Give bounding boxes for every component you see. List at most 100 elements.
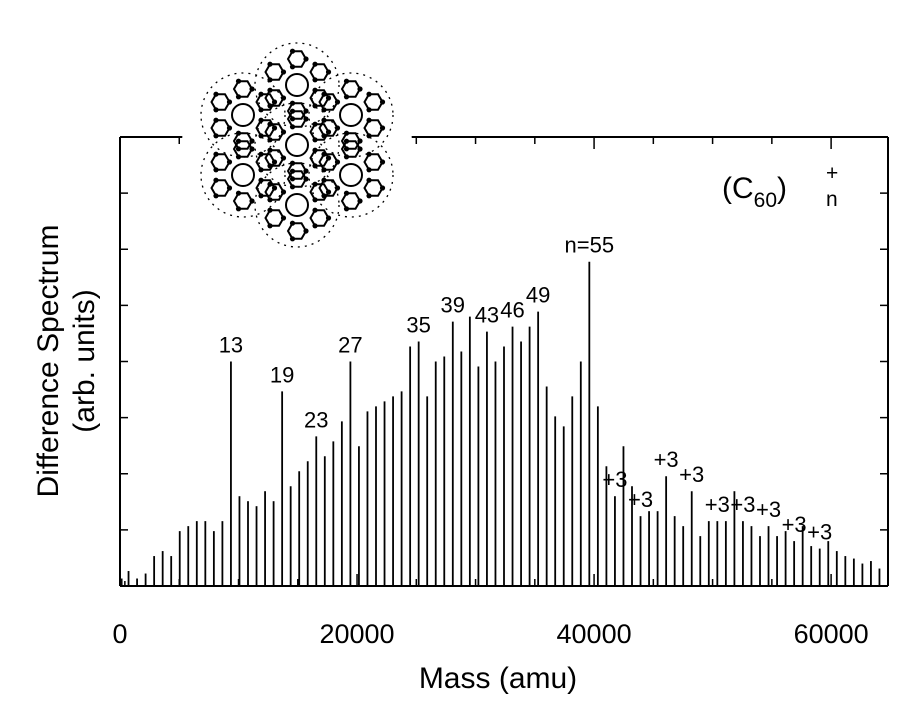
carbon-ring [232,80,254,98]
carbon-atom [213,167,219,173]
carbon-atom [289,48,296,54]
carbon-ring [264,149,285,167]
carbon-atom [267,197,273,203]
carbon-ring [318,153,339,171]
carbon-atom [289,220,296,226]
carbon-ring [255,93,276,111]
carbon-ring [285,193,309,217]
carbon-ring [339,163,363,187]
carbon-atom [334,125,341,131]
carbon-atom [258,177,264,183]
carbon-atom [213,177,219,183]
carbon-atom [280,215,287,221]
c60-shell [254,42,340,128]
carbon-atom [321,117,327,123]
carbon-atom [249,138,255,144]
peak-label: +3 [807,520,832,545]
carbon-atom [343,146,350,152]
carbon-atom [213,117,219,123]
peak-label: 13 [219,333,243,358]
carbon-atom [235,190,242,196]
carbon-ring [286,102,308,120]
carbon-atom [258,193,264,199]
x-tick-label: 40000 [557,619,632,649]
carbon-ring [232,192,254,210]
carbon-ring [340,132,362,150]
peak-label: +3 [730,492,755,517]
carbon-atom [235,78,242,84]
carbon-atom [258,167,264,173]
peak-label: +3 [782,512,807,537]
carbon-atom [235,206,242,212]
carbon-atom [303,228,309,234]
carbon-atom [267,223,273,229]
carbon-atom [258,151,264,157]
carbon-ring [309,209,330,227]
x-tick-label: 0 [112,619,127,649]
carbon-ring [232,132,254,150]
carbon-atom [280,69,287,75]
carbon-atom [325,69,332,75]
carbon-ring [255,179,276,197]
carbon-ring [264,123,285,141]
carbon-atom [379,125,386,131]
peak-label: +3 [654,447,679,472]
carbon-atom [312,207,318,213]
carbon-atom [312,121,318,127]
carbon-atom [267,77,273,83]
carbon-ring [309,63,330,81]
formula-charge: + [826,162,838,185]
carbon-atom [343,154,350,160]
c60-molecule [308,132,394,218]
carbon-atom [343,190,350,196]
peak-label: +3 [602,467,627,492]
carbon-atom [325,95,332,101]
carbon-atom [235,138,242,144]
carbon-ring [286,222,308,240]
peak-label: +3 [679,462,704,487]
carbon-ring [340,192,362,210]
carbon-atom [357,86,363,92]
carbon-atom [289,108,296,114]
carbon-ring [255,153,276,171]
formula-sub-n: n [826,188,838,211]
peak-label: 35 [406,313,430,338]
carbon-atom [312,103,318,109]
carbon-atom [325,129,332,135]
carbon-ring [286,170,308,188]
carbon-ring [210,153,231,171]
carbon-atom [334,185,341,191]
carbon-atom [343,206,350,212]
carbon-atom [312,223,318,229]
carbon-atom [235,130,242,136]
c60-shell [308,132,394,218]
carbon-ring [286,110,308,128]
carbon-atom [325,155,332,161]
peak-label: 49 [526,283,550,308]
carbon-ring [231,163,255,187]
carbon-atom [366,107,372,113]
carbon-ring [255,119,276,137]
peak-label: 27 [338,333,362,358]
carbon-atom [289,184,296,190]
carbon-ring [318,93,339,111]
c60-molecule [254,162,340,248]
carbon-atom [280,95,287,101]
carbon-atom [235,146,242,152]
carbon-atom [289,176,296,182]
carbon-atom [321,177,327,183]
x-tick-label: 60000 [794,619,869,649]
carbon-atom [366,151,372,157]
carbon-ring [363,153,384,171]
carbon-atom [267,147,273,153]
carbon-atom [357,138,363,144]
carbon-atom [249,146,255,152]
carbon-ring [286,162,308,180]
carbon-ring [318,179,339,197]
carbon-atom [312,181,318,187]
carbon-atom [303,116,309,122]
peak-label: 19 [270,362,294,387]
carbon-atom [267,207,273,213]
x-tick-label: 20000 [319,619,394,649]
carbon-atom [289,168,296,174]
